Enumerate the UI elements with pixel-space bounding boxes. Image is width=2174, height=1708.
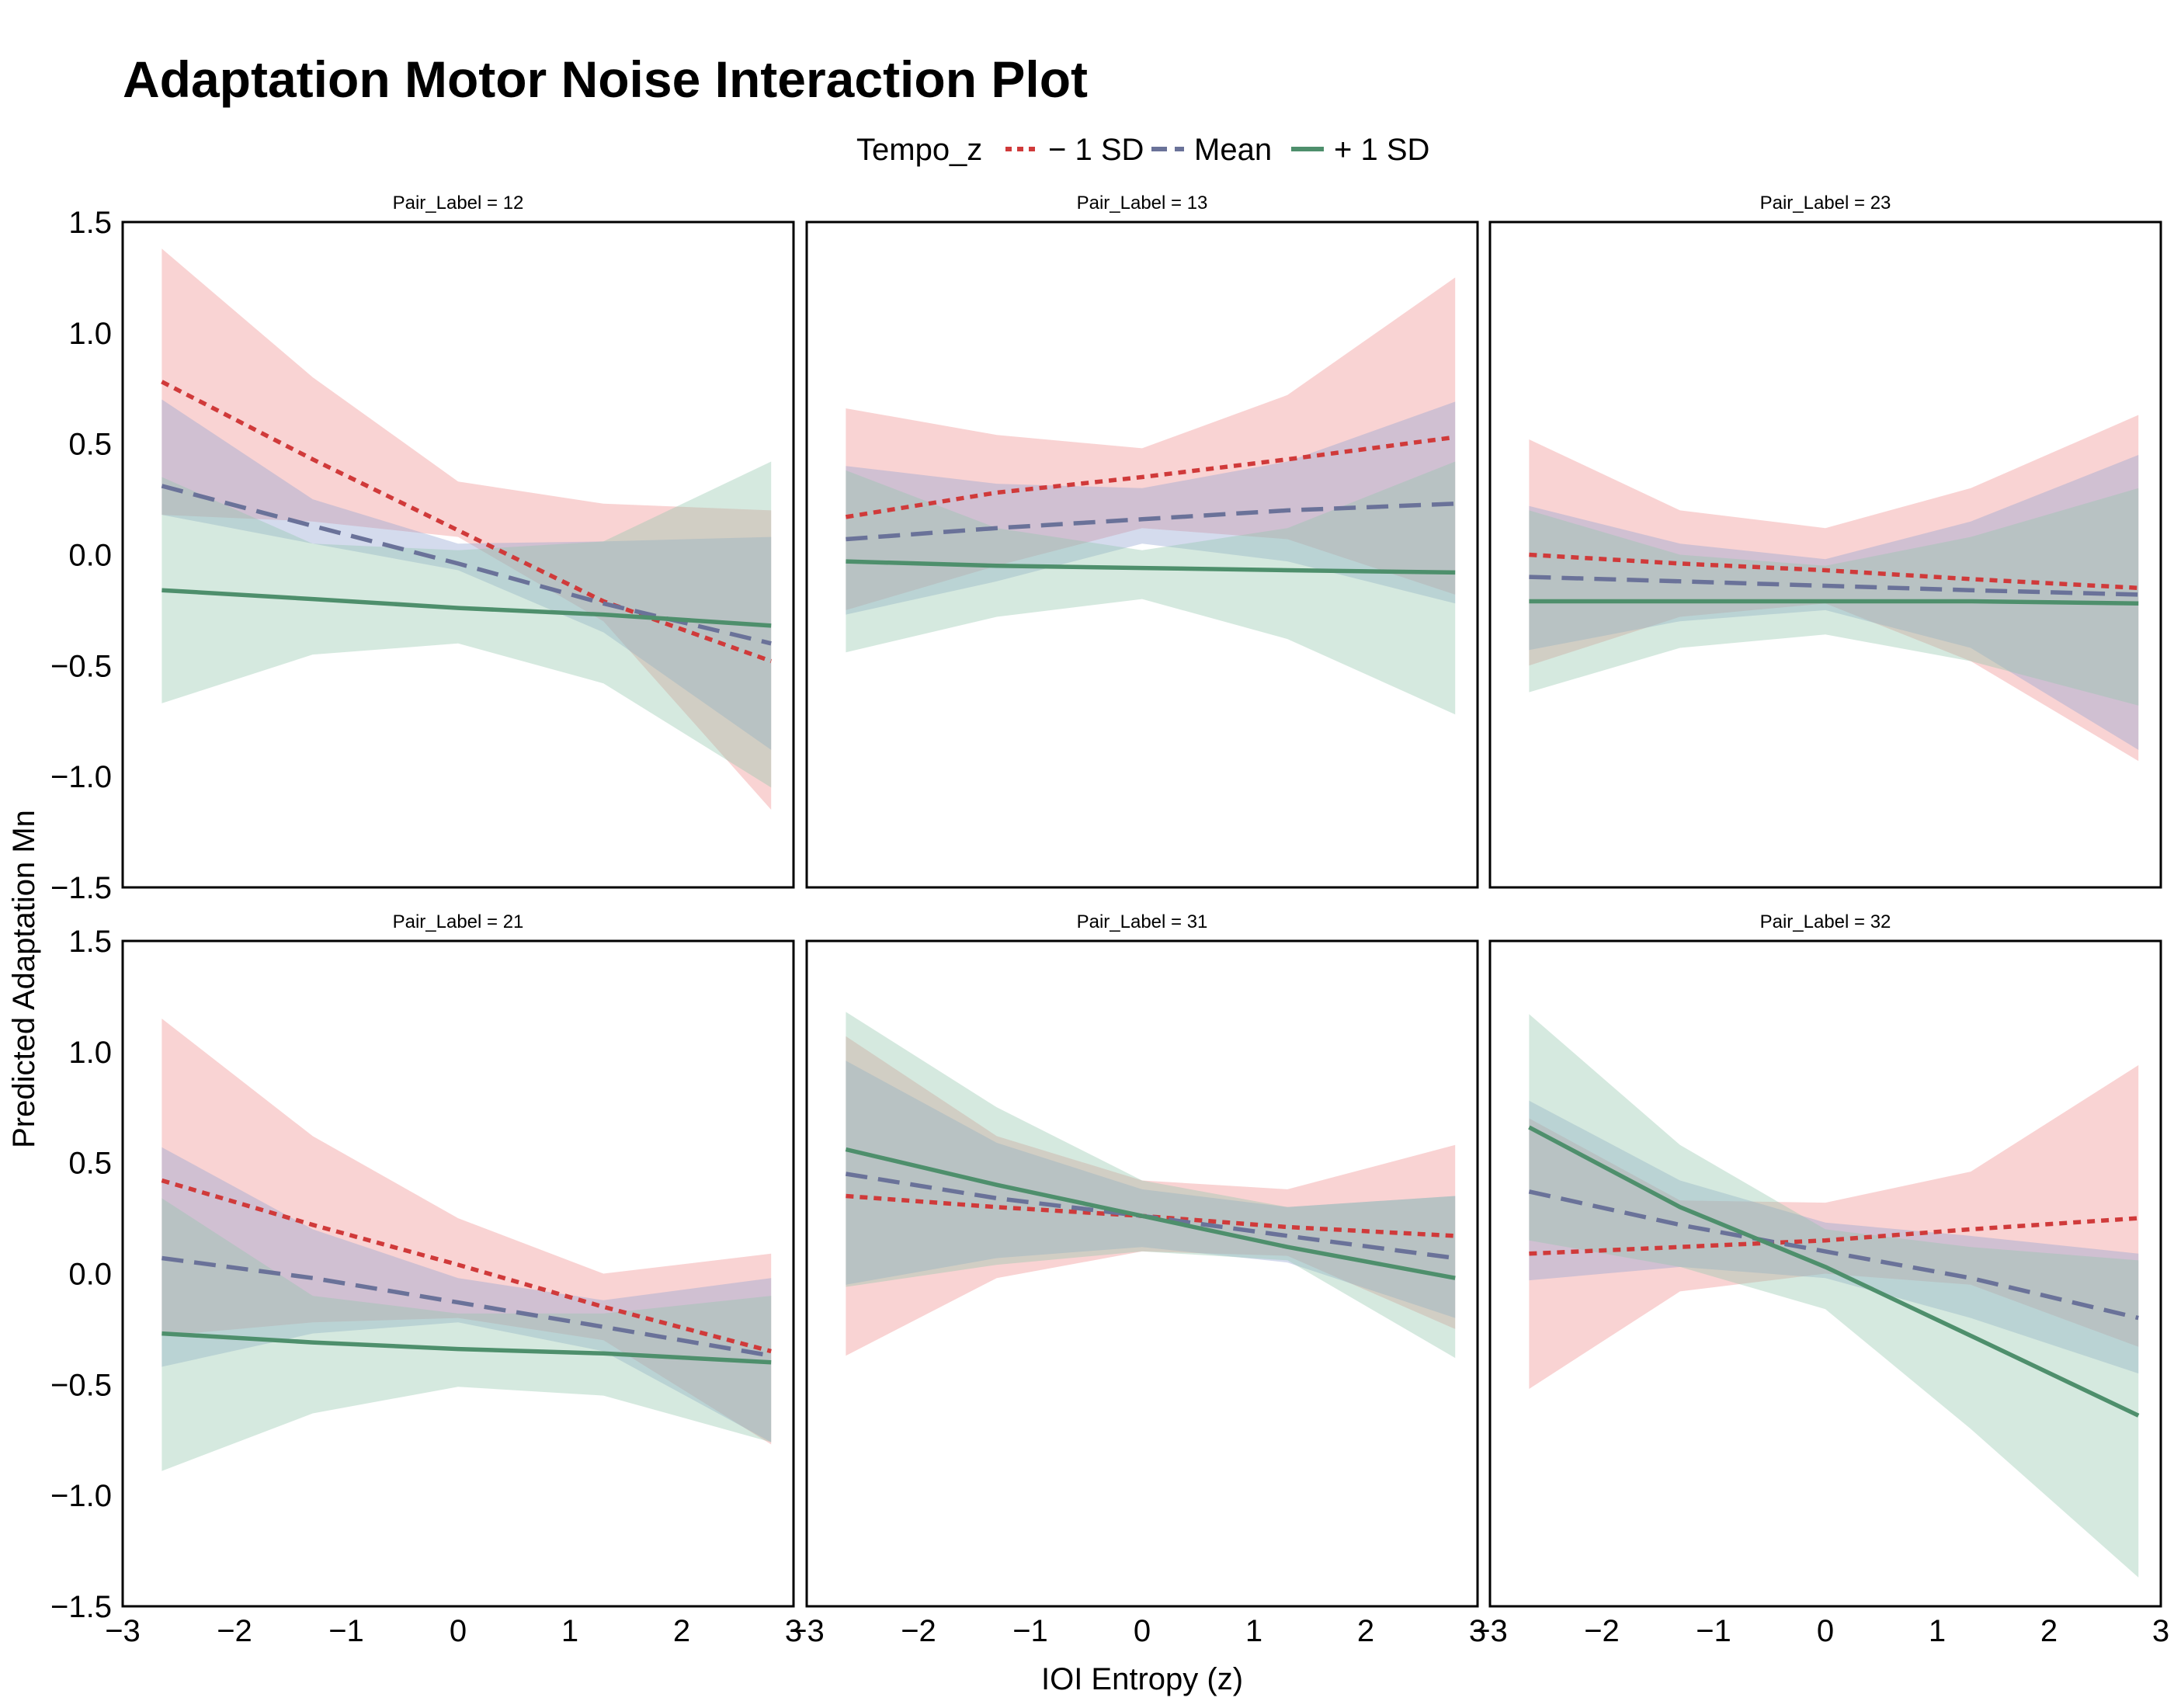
x-tick-label: −1 — [1696, 1614, 1731, 1648]
confidence-band-3 — [846, 1012, 1456, 1359]
x-tick-label: −2 — [1584, 1614, 1620, 1648]
facet-panel-6: Pair_Label = 32 −3 −2 −1 0 1 2 3 — [1472, 911, 2169, 1648]
y-tick-label: 0.0 — [68, 1258, 112, 1292]
legend-entry-3: + 1 SD — [1334, 133, 1429, 167]
series-line-1 — [1529, 552, 2139, 591]
series-line-2 — [1529, 575, 2139, 597]
confidence-band-2 — [1529, 1100, 2139, 1374]
legend-entry-1: − 1 SD — [1048, 133, 1144, 167]
y-tick-label: −1.0 — [50, 760, 112, 794]
series-line-3 — [161, 1331, 772, 1365]
confidence-band-1 — [161, 1019, 772, 1445]
confidence-band-2 — [161, 1147, 772, 1442]
facet-panel-2: Pair_Label = 13 — [805, 193, 1479, 889]
confidence-band-3 — [161, 1198, 772, 1471]
legend: Tempo_z − 1 SD Mean + 1 SD — [856, 133, 1429, 167]
facet-panel-1: Pair_Label = 12 −1.5 −1.0 −0.5 0.0 0.5 1.0 1.5 — [50, 193, 795, 905]
y-tick-label: 0.5 — [68, 428, 112, 462]
facet-label: Pair_Label = 23 — [1760, 193, 1891, 214]
x-tick-label: 2 — [1357, 1614, 1374, 1648]
x-tick-label: 3 — [785, 1614, 802, 1648]
x-tick-label: −1 — [1012, 1614, 1048, 1648]
y-tick-label: 1.0 — [68, 317, 112, 351]
x-tick-label: 1 — [1929, 1614, 1946, 1648]
confidence-band-1 — [846, 277, 1456, 610]
y-tick-label: −0.5 — [50, 1368, 112, 1402]
facet-panels: Pair_Label = 12−1.5−1.0−0.50.00.51.01.5P… — [50, 193, 2169, 1648]
x-tick-label: 3 — [1469, 1614, 1486, 1648]
x-tick-label: 0 — [1134, 1614, 1151, 1648]
x-tick-label: −3 — [1472, 1614, 1508, 1648]
y-axis-title: Predicted Adaptation Mn — [7, 810, 41, 1148]
y-tick-label: 0.0 — [68, 539, 112, 573]
series-line-1 — [161, 380, 773, 664]
y-tick-label: 1.0 — [68, 1036, 112, 1070]
confidence-band-1 — [846, 1036, 1456, 1356]
x-tick-label: 1 — [1245, 1614, 1262, 1648]
legend-title: Tempo_z — [856, 133, 982, 167]
x-tick-label: −3 — [105, 1614, 141, 1648]
series-line-2 — [846, 502, 1456, 542]
panel-frame — [805, 220, 1479, 889]
confidence-band-2 — [161, 399, 772, 750]
confidence-band-3 — [1529, 488, 2139, 706]
facet-panel-3: Pair_Label = 23 — [1488, 193, 2162, 889]
x-tick-label: 1 — [561, 1614, 578, 1648]
series-line-3 — [1529, 599, 2139, 606]
legend-entry-2: Mean — [1194, 133, 1272, 167]
series-line-3 — [1528, 1125, 2140, 1418]
confidence-band-3 — [846, 461, 1456, 715]
series-line-3 — [161, 588, 772, 628]
x-axis-title: IOI Entropy (z) — [1041, 1662, 1243, 1696]
facet-label: Pair_Label = 12 — [393, 193, 524, 214]
panel-frame — [1488, 220, 2162, 889]
confidence-band-2 — [846, 1061, 1456, 1318]
series-line-1 — [845, 435, 1456, 519]
x-tick-label: 3 — [2152, 1614, 2169, 1648]
facet-panel-4: Pair_Label = 21 −1.5 −1.0 −0.5 0.0 0.5 1.0 1.5 −… — [50, 911, 802, 1648]
facet-label: Pair_Label = 21 — [393, 911, 524, 932]
series-line-1 — [1529, 1216, 2139, 1256]
y-tick-label: −0.5 — [50, 649, 112, 683]
confidence-band-3 — [1529, 1014, 2139, 1578]
chart-title: Adaptation Motor Noise Interaction Plot — [123, 50, 1088, 108]
x-tick-label: 0 — [1817, 1614, 1834, 1648]
facet-panel-5: Pair_Label = 31 −3 −2 −1 0 1 2 3 — [789, 911, 1486, 1648]
x-tick-label: 0 — [450, 1614, 467, 1648]
panel-frame — [121, 220, 795, 889]
series-line-3 — [846, 559, 1456, 575]
y-tick-label: 0.5 — [68, 1147, 112, 1181]
panel-frame — [1488, 939, 2162, 1608]
panel-frame — [805, 939, 1479, 1608]
confidence-band-2 — [846, 401, 1456, 615]
series-line-3 — [845, 1147, 1456, 1280]
series-line-2 — [161, 1255, 772, 1358]
y-tick-label: 1.5 — [68, 925, 112, 959]
facet-label: Pair_Label = 31 — [1077, 911, 1208, 932]
confidence-band-1 — [1529, 1065, 2139, 1389]
x-tick-label: −2 — [217, 1614, 252, 1648]
y-tick-label: 1.5 — [68, 206, 112, 240]
series-line-1 — [161, 1178, 772, 1354]
y-tick-label: −1.5 — [50, 1590, 112, 1624]
x-tick-label: −1 — [328, 1614, 364, 1648]
x-tick-label: −3 — [789, 1614, 825, 1648]
x-tick-label: −2 — [901, 1614, 936, 1648]
facet-label: Pair_Label = 32 — [1760, 911, 1891, 932]
series-line-2 — [161, 484, 772, 646]
facet-label: Pair_Label = 13 — [1077, 193, 1208, 214]
y-tick-label: −1.0 — [50, 1479, 112, 1513]
x-tick-label: 2 — [2040, 1614, 2058, 1648]
panel-frame — [121, 939, 795, 1608]
x-tick-label: 2 — [673, 1614, 690, 1648]
confidence-band-3 — [161, 461, 772, 788]
series-line-2 — [1528, 1189, 2139, 1321]
confidence-band-1 — [161, 248, 772, 810]
y-tick-label: −1.5 — [50, 871, 112, 905]
